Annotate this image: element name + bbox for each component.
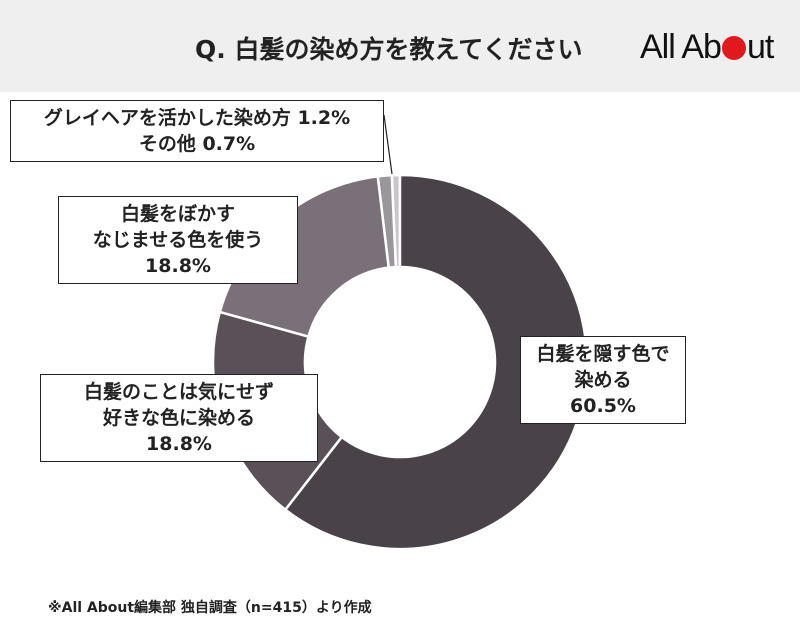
leader-line [383,114,393,175]
label-line: 白髪のことは気にせず [83,381,274,403]
label-gray-hair-other: グレイヘアを活かした染め方 1.2% その他 0.7% [10,100,384,162]
data-label-value: 60.5% [570,395,636,417]
label-line: 白髪をぼかす [120,203,235,225]
label-hide: 白髪を隠す色で 染める 60.5% [520,336,686,424]
page-title: Q. 白髪の染め方を教えてください [195,35,583,64]
donut-slice-0 [283,173,589,551]
data-label-gray-hair: グレイヘアを活かした染め方 1.2% [43,107,351,129]
label-line: 染める [574,369,632,391]
label-line: 好きな色に染める [102,407,255,429]
data-label-value: 18.8% [145,255,211,277]
all-about-logo: All Ab ut [640,28,774,66]
source-note: ※All About編集部 独自調査（n=415）より作成 [48,600,372,616]
label-any-color: 白髪のことは気にせず 好きな色に染める 18.8% [40,374,318,462]
label-line: なじませる色を使う [92,229,264,251]
logo-red-dot-icon [721,36,746,60]
label-blur: 白髪をぼかす なじませる色を使う 18.8% [58,196,298,284]
data-label-value: 18.8% [146,433,212,455]
header: Q. 白髪の染め方を教えてください All Ab ut [0,0,800,92]
data-label-other: その他 0.7% [138,133,256,155]
label-line: 白髪を隠す色で [536,343,670,365]
